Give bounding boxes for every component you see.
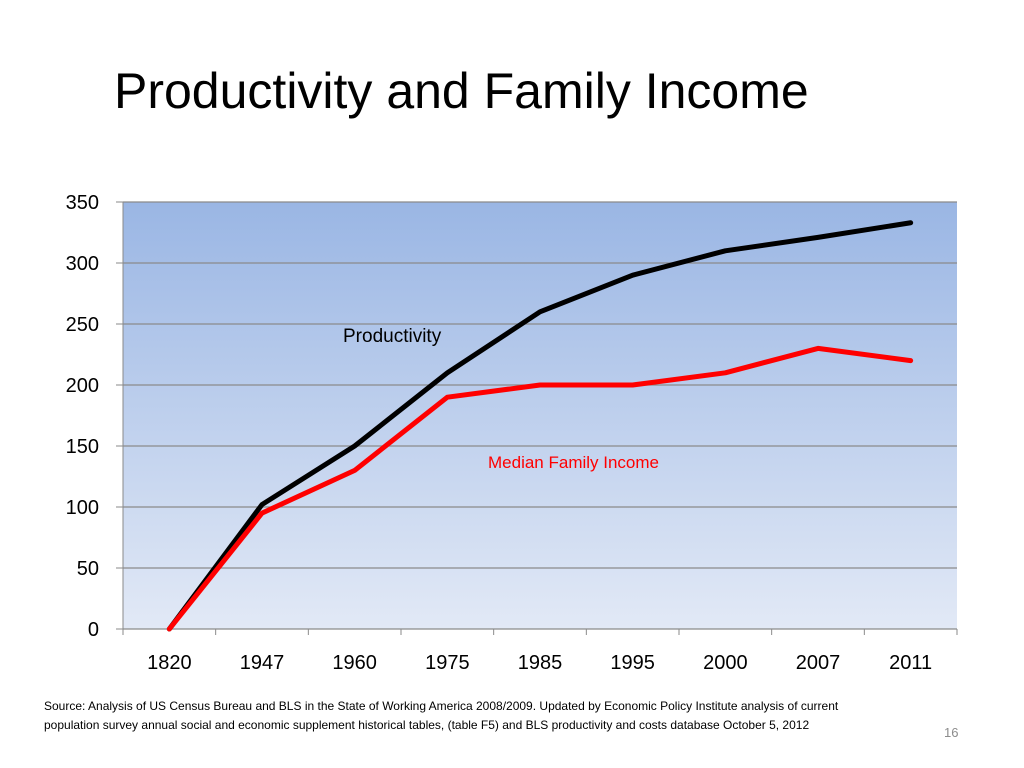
x-tick-label: 2000 <box>703 652 748 674</box>
series-line-productivity <box>166 220 914 632</box>
page-number: 16 <box>944 725 959 740</box>
x-tick-label: 1960 <box>332 652 377 674</box>
series-label-productivity: Productivity <box>343 326 442 347</box>
y-tick-label: 0 <box>88 619 99 641</box>
y-tick-label: 200 <box>66 375 99 397</box>
x-tick-label: 2011 <box>889 652 932 674</box>
series-line-median-family-income <box>166 345 914 632</box>
y-tick-label: 100 <box>66 497 99 519</box>
x-tick-label: 1820 <box>147 652 192 674</box>
plot-area <box>123 202 957 629</box>
x-tick-label: 1975 <box>425 652 470 674</box>
source-note: Source: Analysis of US Census Bureau and… <box>44 699 839 732</box>
x-tick-label: 1995 <box>610 652 655 674</box>
y-tick-label: 150 <box>66 436 99 458</box>
slide-title: Productivity and Family Income <box>114 63 809 119</box>
y-tick-label: 350 <box>66 192 99 214</box>
axes: 0 50 100 150 200 250 300 350 1820 1947 1960 1975 198… <box>66 192 958 674</box>
series <box>166 220 914 632</box>
y-tick-label: 250 <box>66 314 99 336</box>
x-tick-label: 1985 <box>518 652 563 674</box>
series-label-median-family-income: Median Family Income <box>488 453 659 472</box>
x-tick-label: 1947 <box>240 652 285 674</box>
line-chart: 0 50 100 150 200 250 300 350 1820 1947 1960 1975 198… <box>66 192 958 674</box>
x-tick-label: 2007 <box>796 652 841 674</box>
y-tick-label: 50 <box>77 558 99 580</box>
series-labels: Productivity Median Family Income <box>343 326 659 472</box>
y-tick-label: 300 <box>66 253 99 275</box>
